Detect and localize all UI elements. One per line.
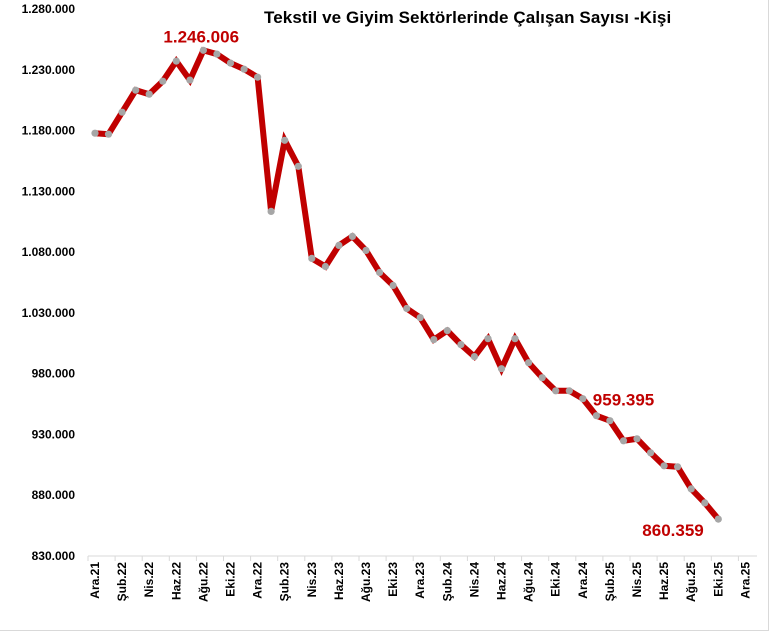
data-point-marker — [199, 46, 207, 54]
series-line — [94, 46, 721, 522]
data-point-marker — [457, 341, 465, 349]
data-point-marker — [186, 76, 194, 84]
data-label: 1.246.006 — [163, 27, 239, 46]
data-point-marker — [674, 463, 682, 471]
data-point-marker — [335, 241, 343, 249]
y-axis: 1.280.000 1.230.000 1.180.000 1.130.000 1.08… — [22, 2, 76, 563]
data-point-marker — [470, 353, 478, 361]
y-tick-label: 830.000 — [32, 549, 76, 563]
data-point-marker — [281, 136, 289, 144]
data-point-marker — [403, 304, 411, 313]
x-axis: Ara.21 Şub.22 Nis.22 Haz.22 Ağu.22 Eki.22 Ara.… — [87, 555, 757, 602]
data-point-marker — [443, 327, 451, 335]
data-point-marker — [376, 268, 384, 277]
x-tick-label: Şub.25 — [603, 562, 617, 602]
y-tick-label: 930.000 — [32, 427, 76, 441]
x-tick-label: Ara.21 — [88, 562, 102, 599]
data-point-marker — [348, 232, 356, 240]
x-tick-label: Haz.23 — [332, 562, 346, 600]
x-tick-label: Nis.23 — [305, 562, 319, 598]
y-tick-label: 1.130.000 — [22, 184, 76, 198]
y-tick-label: 1.180.000 — [22, 124, 76, 138]
y-tick-label: 1.080.000 — [22, 245, 76, 259]
x-tick-label: Eki.25 — [711, 562, 725, 597]
x-tick-label: Şub.22 — [115, 562, 129, 602]
data-point-marker — [254, 73, 262, 81]
data-point-marker — [538, 374, 546, 382]
x-tick-label: Ara.25 — [738, 562, 752, 599]
x-tick-label: Ağu.25 — [684, 562, 698, 602]
x-tick-label: Ağu.24 — [522, 562, 536, 602]
x-tick-label: Ağu.23 — [359, 562, 373, 602]
data-point-marker — [660, 462, 668, 470]
data-point-marker — [579, 395, 587, 403]
x-tick-label: Haz.24 — [495, 562, 509, 600]
y-tick-label: 1.030.000 — [22, 306, 76, 320]
data-point-marker — [606, 417, 614, 425]
data-point-marker — [633, 435, 641, 443]
data-point-marker — [701, 499, 709, 507]
x-tick-label: Nis.25 — [630, 562, 644, 598]
data-point-marker — [226, 59, 235, 67]
data-point-marker — [430, 336, 438, 344]
x-tick-label: Eki.24 — [549, 562, 563, 597]
x-tick-label: Nis.22 — [142, 562, 156, 598]
data-labels: 1.246.006 959.395 860.359 — [163, 27, 703, 540]
y-tick-label: 1.280.000 — [22, 2, 76, 16]
x-tick-label: Haz.25 — [657, 562, 671, 600]
data-point-marker — [714, 515, 722, 523]
data-point-marker — [91, 129, 99, 137]
x-tick-label: Şub.23 — [278, 562, 292, 602]
data-point-marker — [240, 65, 248, 73]
x-tick-label: Şub.24 — [440, 562, 454, 602]
y-tick-label: 1.230.000 — [22, 63, 76, 77]
data-point-marker — [592, 412, 601, 420]
x-tick-label: Ağu.22 — [196, 562, 210, 602]
x-tick-label: Eki.23 — [386, 562, 400, 597]
chart-title: Tekstil ve Giyim Sektörlerinde Çalışan S… — [264, 8, 672, 27]
data-point-marker — [484, 335, 492, 343]
data-point-marker — [145, 90, 153, 98]
data-point-marker — [511, 335, 519, 343]
data-point-marker — [132, 86, 140, 94]
x-tick-label: Haz.22 — [169, 562, 183, 600]
y-tick-label: 880.000 — [32, 488, 76, 502]
x-tick-label: Nis.24 — [467, 562, 481, 598]
data-point-marker — [647, 449, 655, 457]
data-point-marker — [118, 108, 126, 116]
x-tick-label: Ara.23 — [413, 562, 427, 599]
data-point-marker — [321, 262, 329, 271]
x-tick-label: Ara.24 — [576, 562, 590, 599]
data-point-marker — [213, 50, 221, 58]
data-point-marker — [416, 314, 424, 322]
data-point-marker — [308, 254, 316, 262]
data-point-marker — [159, 77, 167, 85]
data-point-marker — [525, 359, 533, 367]
data-point-marker — [104, 130, 113, 138]
data-point-marker — [362, 246, 370, 254]
data-series — [91, 46, 722, 523]
data-point-marker — [497, 365, 506, 373]
data-label: 959.395 — [593, 391, 654, 410]
data-point-marker — [687, 485, 695, 493]
data-label: 860.359 — [642, 521, 703, 540]
data-point-marker — [267, 207, 275, 215]
data-point-marker — [565, 387, 573, 395]
x-tick-label: Ara.22 — [251, 562, 265, 599]
data-point-marker — [172, 57, 180, 65]
data-point-marker — [389, 281, 397, 290]
data-point-marker — [619, 437, 628, 445]
data-point-marker — [552, 387, 560, 395]
x-tick-label: Eki.22 — [224, 562, 238, 597]
data-point-marker — [294, 162, 302, 170]
y-tick-label: 980.000 — [32, 367, 76, 381]
